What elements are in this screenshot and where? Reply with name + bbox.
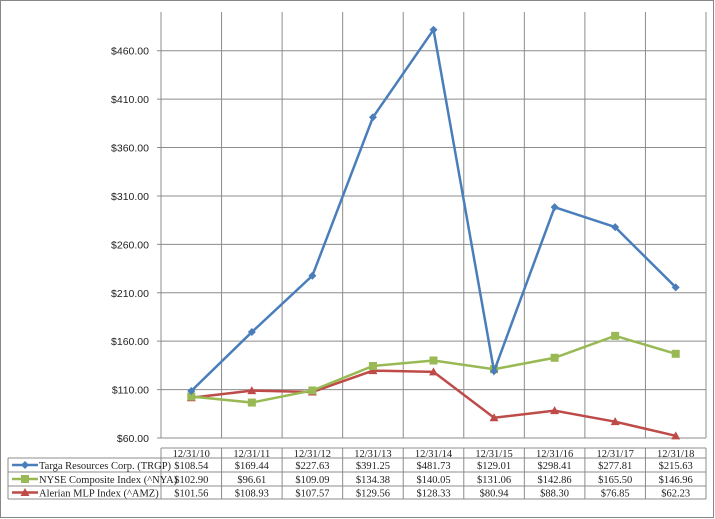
table-value: $107.57 — [295, 489, 329, 500]
data-point-diamond — [308, 271, 317, 280]
data-point-square — [247, 398, 256, 407]
table-value: $131.06 — [477, 475, 511, 486]
data-table: 12/31/10 12/31/11 12/31/12 12/31/13 12/31/14… — [7, 447, 707, 500]
table-value: $76.85 — [601, 489, 630, 500]
table-value: $62.23 — [661, 489, 690, 500]
data-point-square — [308, 386, 317, 395]
gridlines — [157, 12, 707, 439]
data-point-square — [187, 392, 196, 401]
legend-label: Targa Resources Corp. (TRGP) — [39, 461, 172, 472]
table-value: $227.63 — [295, 461, 329, 472]
data-point-square — [611, 331, 620, 340]
y-tick-label: $310.00 — [111, 191, 149, 203]
data-point-triangle — [429, 367, 438, 376]
x-category-label: 12/31/14 — [415, 449, 453, 460]
y-tick-label: $410.00 — [111, 94, 149, 106]
table-value: $165.50 — [598, 475, 632, 486]
table-value: $298.41 — [538, 461, 572, 472]
data-point-triangle — [671, 431, 681, 440]
y-axis-ticks: $60.00 $110.00 $160.00 $210.00 $260.00 $310.0… — [111, 46, 149, 445]
x-category-label: 12/31/11 — [233, 449, 270, 460]
table-value: $140.05 — [416, 475, 450, 486]
data-point-square — [671, 349, 680, 358]
table-value: $169.44 — [235, 461, 270, 472]
table-value: $146.96 — [659, 475, 693, 486]
data-point-diamond — [429, 25, 438, 34]
y-tick-label: $360.00 — [111, 143, 149, 155]
y-tick-label: $210.00 — [111, 288, 149, 300]
x-category-label: 12/31/18 — [657, 449, 694, 460]
table-value: $391.25 — [356, 461, 390, 472]
y-tick-label: $160.00 — [111, 336, 149, 348]
series-lines — [186, 25, 681, 440]
x-category-label: 12/31/15 — [475, 449, 512, 460]
data-point-diamond — [671, 283, 680, 292]
x-category-label: 12/31/12 — [294, 449, 331, 460]
table-value: $142.86 — [538, 475, 572, 486]
table-value: $134.38 — [356, 475, 390, 486]
data-point-triangle — [550, 406, 560, 415]
data-point-square — [368, 361, 377, 370]
data-point-triangle — [489, 413, 499, 422]
data-point-diamond — [247, 328, 256, 337]
x-category-label: 12/31/16 — [536, 449, 573, 460]
data-point-triangle — [247, 386, 257, 395]
table-value: $108.54 — [174, 461, 209, 472]
table-value: $128.33 — [416, 489, 450, 500]
table-value: $481.73 — [416, 461, 450, 472]
table-value: $277.81 — [598, 461, 632, 472]
legend-marker-triangle — [20, 488, 30, 496]
table-value: $80.94 — [480, 489, 510, 500]
data-point-triangle — [368, 366, 378, 375]
x-category-label: 12/31/13 — [354, 449, 391, 460]
data-point-diamond — [490, 367, 499, 376]
data-point-diamond — [368, 113, 377, 122]
data-point-diamond — [611, 223, 620, 232]
legend-marker-square — [21, 475, 29, 483]
y-tick-label: $60.00 — [117, 433, 149, 445]
x-category-label: 12/31/17 — [596, 449, 633, 460]
data-point-square — [550, 353, 559, 362]
data-point-diamond — [550, 203, 559, 212]
table-value: $88.30 — [540, 489, 569, 500]
table-value: $109.09 — [295, 475, 329, 486]
series-square — [187, 331, 680, 407]
x-category-label: 12/31/10 — [173, 449, 210, 460]
data-point-triangle — [610, 417, 620, 426]
legend-marker-diamond — [21, 461, 29, 469]
table-value: $108.93 — [235, 489, 269, 500]
legend-label: Alerian MLP Index (^AMZ) — [39, 489, 159, 500]
data-point-diamond — [187, 387, 196, 396]
table-value: $102.90 — [174, 475, 208, 486]
table-value: $96.61 — [237, 475, 266, 486]
legend-label: NYSE Composite Index (^NYA) — [39, 475, 178, 486]
table-value: $129.01 — [477, 461, 511, 472]
table-value: $215.63 — [659, 461, 693, 472]
table-value: $129.56 — [356, 489, 390, 500]
table-value: $101.56 — [174, 489, 208, 500]
y-tick-label: $260.00 — [111, 239, 149, 251]
series-diamond — [187, 25, 680, 396]
y-tick-label: $110.00 — [112, 385, 149, 397]
data-point-square — [429, 356, 438, 365]
y-tick-label: $460.00 — [111, 46, 149, 58]
